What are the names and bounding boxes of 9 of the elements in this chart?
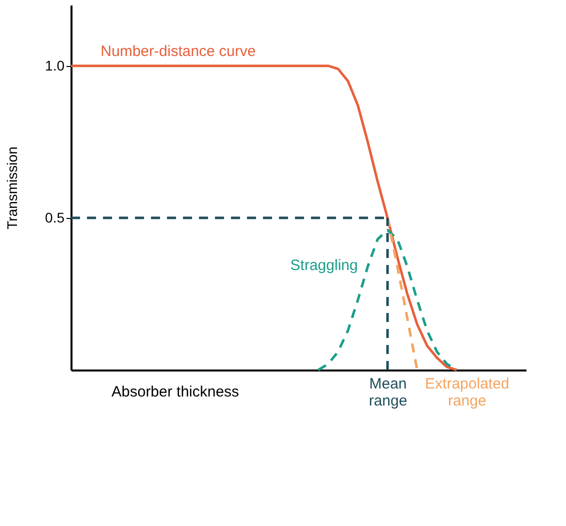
y-tick-label: 0.5	[45, 209, 65, 226]
line-series	[70, 64, 458, 372]
x-axis-title: Absorber thickness	[112, 384, 240, 400]
y-tick-label: 1.0	[45, 57, 65, 74]
x-tick-label: Mean range	[368, 376, 408, 410]
x-tick-label: Extrapolated range	[425, 376, 510, 410]
series-label: Number-distance curve	[100, 42, 256, 60]
y-axis-title: Transmission	[4, 146, 20, 230]
series-label: Straggling	[290, 257, 358, 274]
